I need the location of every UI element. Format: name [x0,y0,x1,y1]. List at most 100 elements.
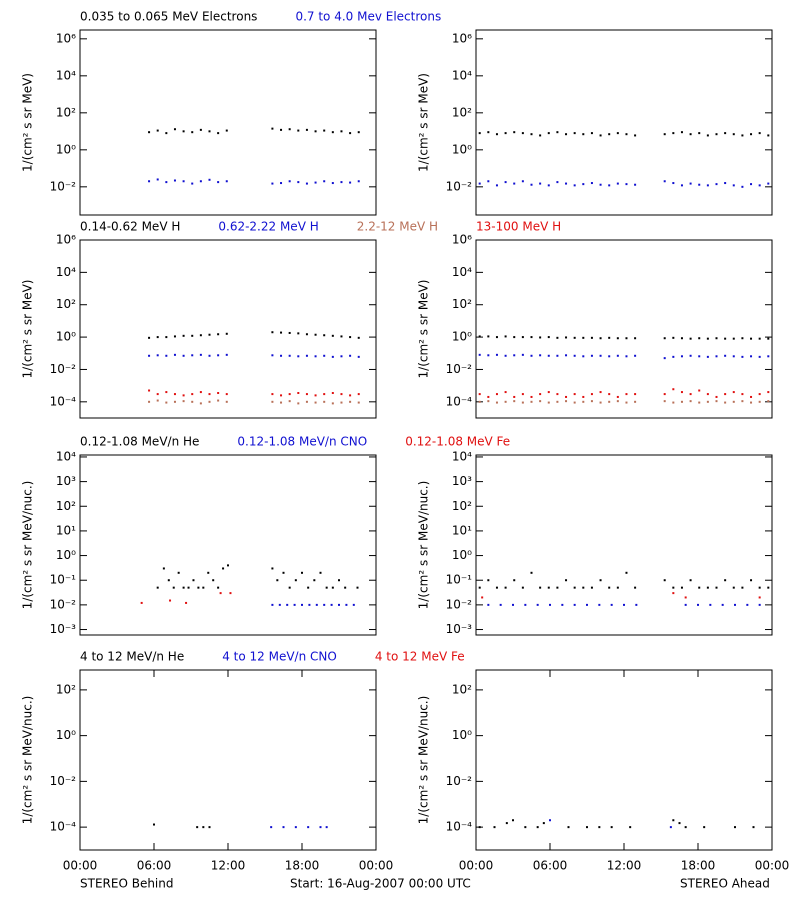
data-point [758,355,761,358]
data-point [689,337,692,340]
data-point [724,337,727,340]
data-point [732,391,735,394]
data-point [689,354,692,357]
data-point [706,355,709,358]
data-point [608,336,611,339]
data-point [505,822,508,825]
data-point [191,354,194,357]
data-point [556,400,559,403]
y-tick-label: 10² [452,297,472,311]
y-tick-label: 10⁻² [446,774,473,788]
data-point [767,586,770,589]
data-point [280,128,283,131]
data-point [689,393,692,396]
data-point [169,599,172,602]
y-tick-label: 10⁴ [452,265,472,279]
data-point [608,400,611,403]
data-point [271,567,274,570]
data-point [208,400,211,403]
data-point [663,579,666,582]
data-point [741,393,744,396]
data-point [698,132,701,135]
y-tick-label: 10² [452,682,472,696]
data-point [539,354,542,357]
data-point [323,393,326,396]
data-point [634,393,637,396]
data-point [229,592,232,595]
data-point [208,826,211,829]
x-tick-label: 00:00 [459,859,494,873]
y-axis-label: 1/(cm² s sr MeV) [21,73,35,172]
data-point [521,401,524,404]
data-point [202,586,205,589]
data-point [556,336,559,339]
data-point [599,134,602,137]
data-point [539,393,542,396]
data-point [495,393,498,396]
data-point [625,393,628,396]
data-point [616,400,619,403]
data-point [331,392,334,395]
data-point [590,336,593,339]
data-point [715,133,718,136]
data-point [625,337,628,340]
data-point [148,354,151,357]
data-point [732,184,735,187]
data-point [758,400,761,403]
data-point [349,336,352,339]
data-point [315,603,318,606]
footer-right: STEREO Ahead [680,877,770,891]
data-point [199,353,202,356]
data-point [177,571,180,574]
data-point [521,180,524,183]
data-point [294,826,297,829]
data-point [680,400,683,403]
data-point [165,132,168,135]
y-tick-label: 10⁴ [56,449,76,463]
y-tick-label: 10⁰ [56,728,76,742]
y-tick-label: 10⁰ [56,548,76,562]
data-point [724,579,727,582]
data-point [732,337,735,340]
data-point [323,129,326,132]
data-point [513,579,516,582]
y-tick-label: 10⁻⁴ [446,394,473,408]
y-tick-label: 10⁰ [452,728,472,742]
data-point [582,586,585,589]
data-point [698,183,701,186]
data-point [698,337,701,340]
legend-entry: 0.12-1.08 MeV/n He [80,435,199,449]
data-point [323,603,326,606]
data-point [173,353,176,356]
y-tick-label: 10⁶ [56,233,76,247]
data-point [481,596,484,599]
data-point [313,579,316,582]
data-point [297,129,300,132]
data-point [573,132,576,135]
data-point [758,184,761,187]
y-tick-label: 10⁻² [446,179,473,193]
data-point [165,354,168,357]
data-point [706,184,709,187]
data-point [521,586,524,589]
data-point [294,579,297,582]
data-point [586,603,588,606]
data-point [524,826,527,829]
plot-frame [79,669,377,851]
data-point [698,389,701,392]
data-point [678,822,681,825]
data-point [715,337,718,340]
x-tick-label: 06:00 [137,859,172,873]
data-point [549,819,551,822]
data-point [573,603,576,606]
data-point [307,586,310,589]
data-point [750,401,753,404]
data-point [345,603,348,606]
data-point [547,336,550,339]
data-point [616,337,619,340]
data-point [208,130,211,133]
data-point [173,128,176,131]
data-point [349,394,352,397]
data-point [173,335,176,338]
